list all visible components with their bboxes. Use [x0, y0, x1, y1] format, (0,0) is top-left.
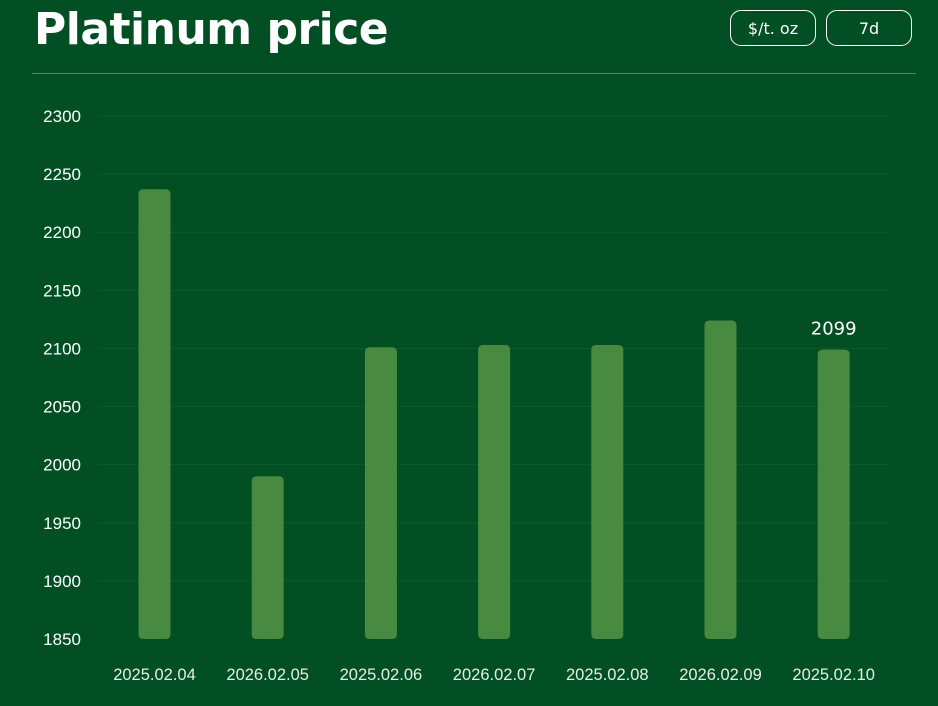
- y-tick-label: 2300: [43, 107, 81, 126]
- y-tick-label: 2000: [43, 456, 81, 475]
- bar-2026.02.07[interactable]: [478, 344, 511, 639]
- x-tick-label: 2025.02.04: [113, 666, 196, 684]
- data-labels: 2099: [811, 319, 857, 340]
- x-tick-label: 2025.02.08: [566, 666, 649, 684]
- bar-2025.02.06[interactable]: [364, 347, 397, 639]
- bar-2025.02.10[interactable]: [817, 349, 850, 639]
- bars: [138, 189, 850, 639]
- header-divider: [32, 73, 916, 74]
- bar-value-label: 2099: [811, 319, 857, 340]
- y-axis-ticks: 1850 1900 1950 2000 2050 2100 2150 2200 2250 2300: [43, 107, 81, 649]
- y-tick-label: 1850: [43, 630, 81, 649]
- unit-selector-button[interactable]: $/t. oz: [730, 10, 816, 46]
- bar-2026.02.09[interactable]: [704, 320, 737, 639]
- bar-2026.02.05[interactable]: [251, 476, 284, 639]
- x-tick-label: 2025.02.10: [792, 666, 875, 684]
- y-tick-label: 1950: [43, 514, 81, 533]
- x-axis-ticks: 2025.02.04 2026.02.05 2025.02.06 2026.02.07…: [113, 666, 875, 684]
- x-tick-label: 2026.02.09: [679, 666, 762, 684]
- chart-title: Platinum price: [34, 4, 389, 55]
- x-tick-label: 2026.02.07: [453, 666, 536, 684]
- y-tick-label: 2100: [43, 339, 81, 358]
- y-tick-label: 1900: [43, 572, 81, 591]
- x-tick-label: 2025.02.06: [340, 666, 423, 684]
- x-tick-label: 2026.02.05: [226, 666, 309, 684]
- y-tick-label: 2050: [43, 398, 81, 417]
- y-tick-label: 2200: [43, 223, 81, 242]
- bar-2025.02.08[interactable]: [591, 344, 624, 639]
- y-tick-label: 2250: [43, 165, 81, 184]
- bar-2025.02.04[interactable]: [138, 189, 171, 639]
- y-tick-label: 2150: [43, 281, 81, 300]
- time-range-button[interactable]: 7d: [826, 10, 912, 46]
- chart-controls: $/t. oz 7d: [730, 10, 912, 46]
